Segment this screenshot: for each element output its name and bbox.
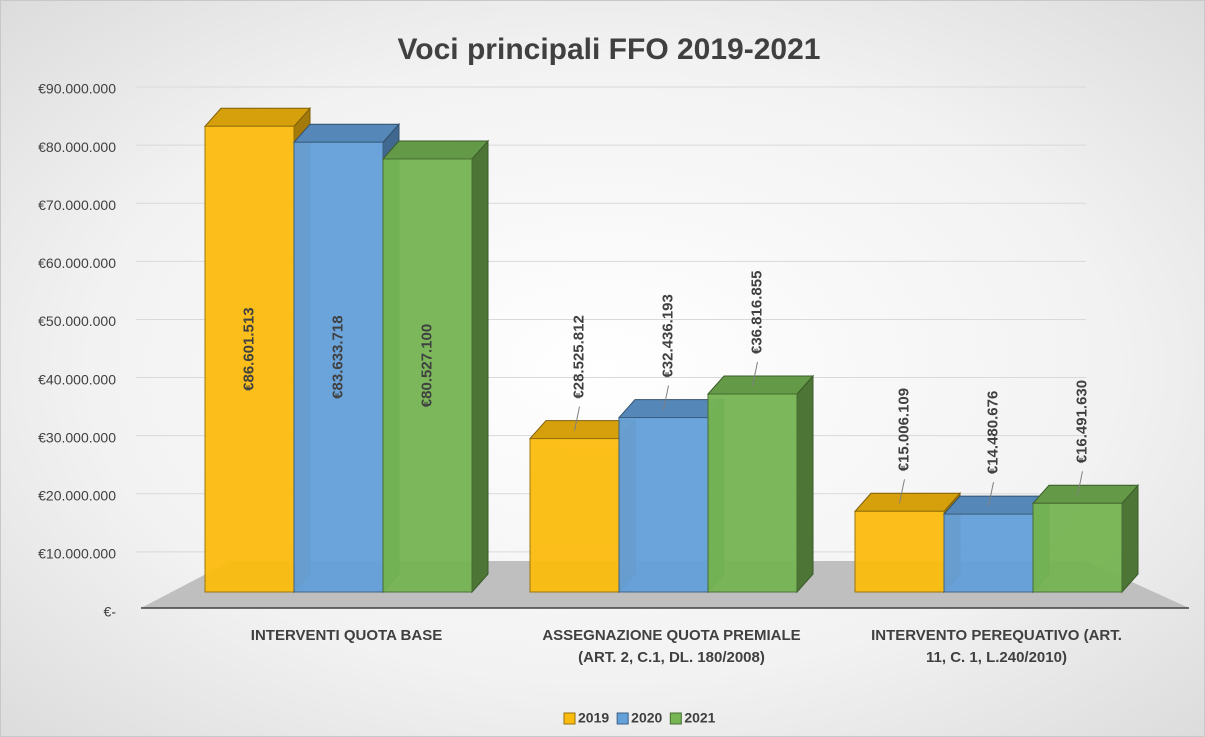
leader-line xyxy=(988,482,994,507)
bar xyxy=(529,438,620,593)
bar xyxy=(854,510,945,593)
y-tick-label: €30.000.000 xyxy=(38,429,116,445)
bar-side xyxy=(796,374,814,594)
legend-swatch xyxy=(669,712,682,725)
legend-label: 2021 xyxy=(684,710,715,726)
y-tick-label: €70.000.000 xyxy=(38,197,116,213)
x-tick-label: INTERVENTI QUOTA BASE xyxy=(250,627,443,644)
bar xyxy=(943,513,1034,593)
value-label: €28.525.812 xyxy=(570,315,587,398)
bar-side xyxy=(471,139,489,594)
bar xyxy=(707,393,798,593)
legend-swatch xyxy=(563,712,576,725)
bar-top xyxy=(292,123,401,143)
value-label: €36.816.855 xyxy=(748,271,765,354)
x-tick-label: INTERVENTO PEREQUATIVO (ART. 11, C. 1, L… xyxy=(871,627,1122,666)
x-tick-label: ASSEGNAZIONE QUOTA PREMIALE (ART. 2, C.1… xyxy=(542,627,801,666)
bar xyxy=(618,417,709,593)
y-tick-label: €90.000.000 xyxy=(38,81,116,97)
y-tick-label: €60.000.000 xyxy=(38,255,116,271)
y-tick-label: €20.000.000 xyxy=(38,487,116,503)
leader-line xyxy=(899,479,905,504)
y-tick-label: €10.000.000 xyxy=(38,546,116,562)
bar xyxy=(382,158,473,593)
y-tick-label: €- xyxy=(104,604,117,620)
value-label: €80.527.100 xyxy=(418,324,435,407)
leader-line xyxy=(574,406,580,431)
value-label: €32.436.193 xyxy=(659,294,676,377)
chart-title: Voci principali FFO 2019-2021 xyxy=(398,33,821,66)
value-label: €83.633.718 xyxy=(329,315,346,398)
y-tick-label: €40.000.000 xyxy=(38,371,116,387)
bar-top xyxy=(853,492,962,512)
bar xyxy=(293,141,384,593)
value-label: €86.601.513 xyxy=(240,307,257,390)
leader-line xyxy=(752,361,758,387)
bar xyxy=(204,125,295,593)
leader-line xyxy=(663,385,669,410)
leader-line xyxy=(1077,471,1083,496)
bar-top xyxy=(706,375,815,395)
legend-label: 2020 xyxy=(631,710,662,726)
bar xyxy=(1032,502,1123,593)
legend-label: 2019 xyxy=(578,710,609,726)
y-tick-label: €80.000.000 xyxy=(38,139,116,155)
value-label: €15.006.109 xyxy=(895,388,912,471)
bar-top xyxy=(381,140,490,160)
bar-top xyxy=(1031,484,1140,504)
value-label: €14.480.676 xyxy=(984,391,1001,474)
y-tick-label: €50.000.000 xyxy=(38,313,116,329)
value-label: €16.491.630 xyxy=(1073,380,1090,463)
bar-top xyxy=(203,107,312,127)
legend-swatch xyxy=(616,712,629,725)
